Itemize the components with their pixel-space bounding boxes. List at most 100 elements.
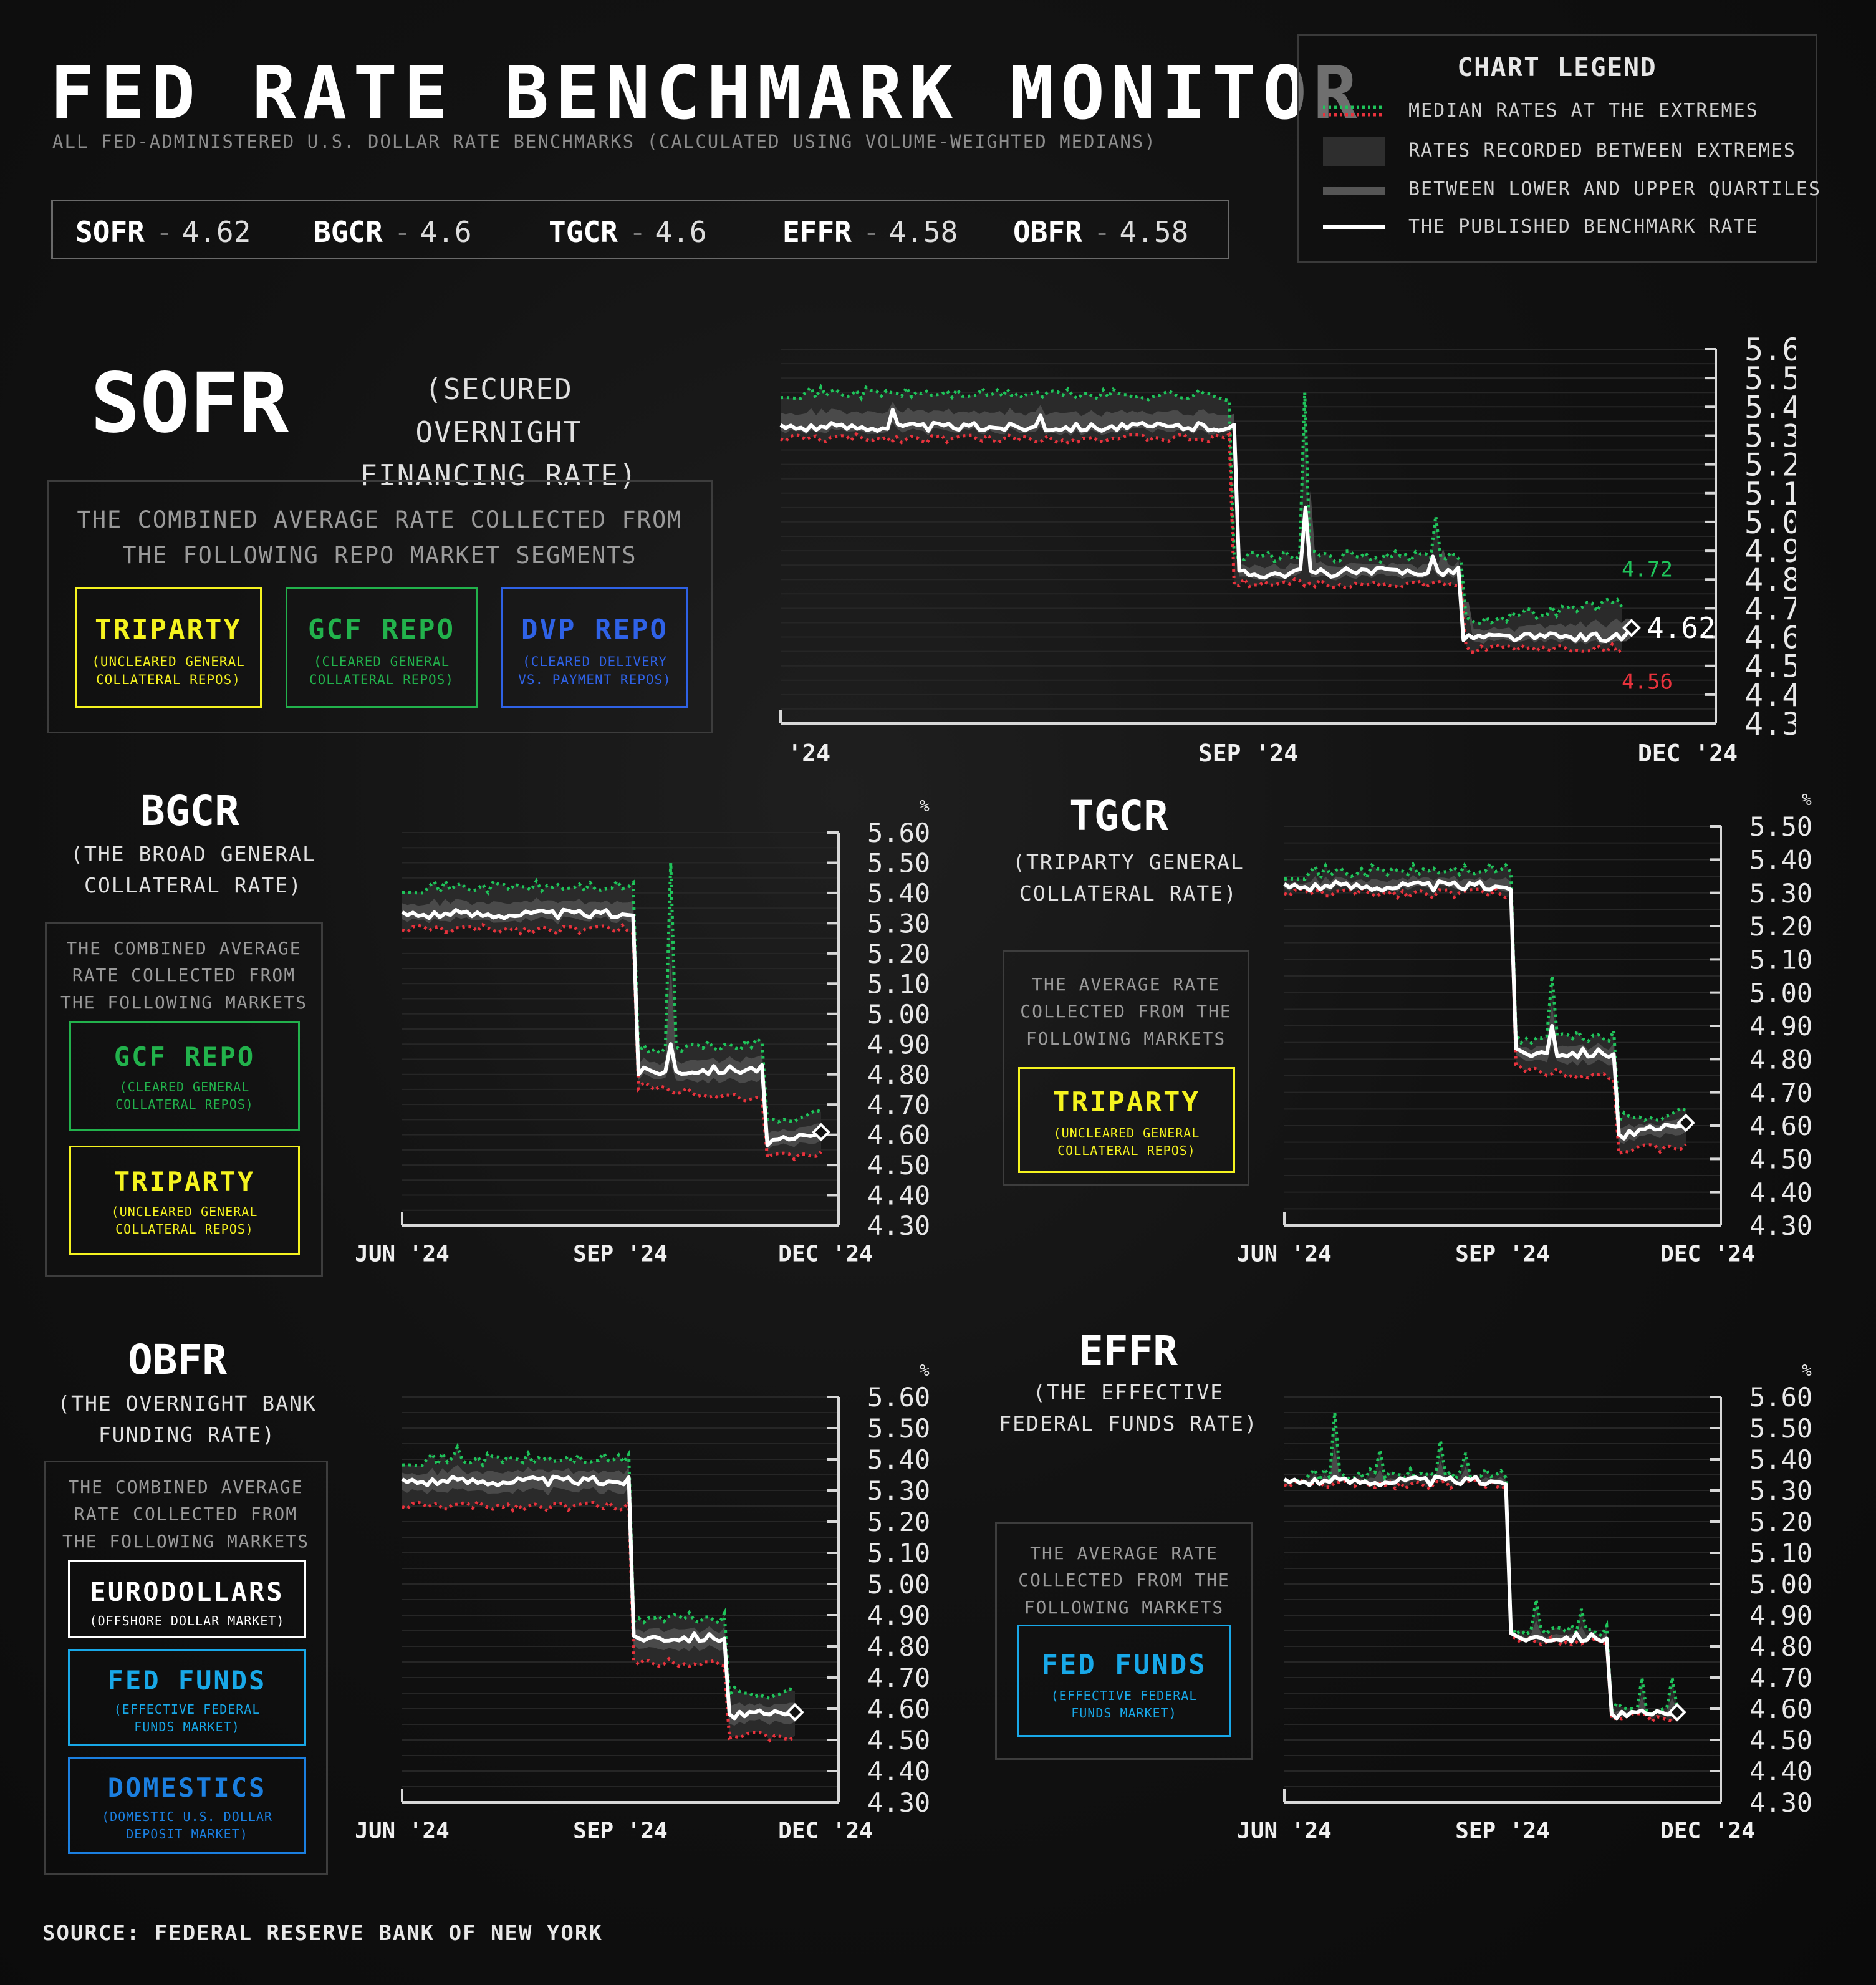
y-tick-label: 5.40 [1749, 1444, 1812, 1475]
y-tick-label: 4.40 [1744, 677, 1796, 713]
rate-ticker: SOFR -4.62 BGCR -4.6 TGCR -4.6 EFFR -4.58 OB… [51, 200, 1229, 259]
y-tick-label: 4.30 [1749, 1787, 1812, 1818]
y-tick-label: 5.20 [1744, 447, 1796, 483]
lower-extreme-line [780, 431, 1623, 655]
y-unit-label: % [920, 797, 930, 816]
published-rate-line [401, 907, 822, 1147]
last-value-marker [812, 1123, 830, 1142]
segment-fed-funds: FED FUNDS (EFFECTIVE FEDERAL FUNDS MARKE… [1017, 1625, 1231, 1737]
y-tick-label: 4.40 [867, 1756, 930, 1787]
y-tick-label: 5.10 [1749, 1538, 1812, 1568]
last-value-marker [1676, 1113, 1695, 1133]
sofr-components-box: THE COMBINED AVERAGE RATE COLLECTED FROM… [47, 480, 713, 733]
y-tick-label: 5.00 [1744, 505, 1796, 541]
upper-extreme-line [402, 862, 822, 1124]
y-tick-label: 4.30 [1749, 1210, 1812, 1241]
tgcr-chart: 5.505.405.305.205.105.004.904.804.704.60… [1237, 791, 1812, 1267]
obfr-components-box: THE COMBINED AVERAGE RATE COLLECTED FROM T… [44, 1461, 328, 1875]
effr-title: EFFR [1079, 1327, 1178, 1375]
y-tick-label: 4.50 [1744, 649, 1796, 685]
y-tick-label: 5.50 [867, 848, 930, 879]
y-tick-label: 5.60 [1744, 332, 1796, 368]
y-tick-label: 5.10 [1749, 944, 1812, 975]
lower-extreme-line [1284, 886, 1687, 1156]
obfr-title: OBFR [128, 1336, 227, 1384]
x-tick-label: JUN '24 [1237, 1818, 1332, 1844]
x-tick-label: SEP '24 [1455, 1242, 1550, 1267]
segment-triparty: TRIPARTY (UNCLEARED GENERAL COLLATERAL R… [1018, 1067, 1235, 1173]
upper-extreme-line [402, 1442, 796, 1701]
x-tick-label: DEC '24 [778, 1242, 873, 1267]
y-tick-label: 4.80 [867, 1060, 930, 1090]
x-tick-label: DEC '24 [778, 1818, 873, 1844]
quartile-band [781, 402, 1632, 645]
segment-domestics: DOMESTICS (DOMESTIC U.S. DOLLAR DEPOSIT … [68, 1757, 306, 1854]
legend-item-published: THE PUBLISHED BENCHMARK RATE [1320, 210, 1806, 244]
y-tick-label: 5.00 [1749, 978, 1812, 1008]
y-tick-label: 5.20 [1749, 1507, 1812, 1537]
legend-item-extremes: MEDIAN RATES AT THE EXTREMES [1320, 94, 1806, 128]
tgcr-components-box: THE AVERAGE RATE COLLECTED FROM THE FOLLOW… [1003, 950, 1249, 1186]
quartile-band [402, 1465, 795, 1726]
y-tick-label: 5.60 [867, 1382, 930, 1413]
lower-last-label: 4.56 [1622, 670, 1673, 695]
y-tick-label: 5.40 [867, 1444, 930, 1475]
y-tick-label: 4.40 [1749, 1756, 1812, 1787]
y-tick-label: 5.50 [867, 1413, 930, 1444]
extremes-band [402, 862, 821, 1160]
legend-item-between: RATES RECORDED BETWEEN EXTREMES [1320, 133, 1806, 168]
y-tick-label: 5.30 [1749, 878, 1812, 909]
sofr-title: SOFR [90, 355, 289, 452]
upper-extreme-line [780, 384, 1624, 625]
chart-legend: CHART LEGEND MEDIAN RATES AT THE EXTREME… [1297, 34, 1820, 263]
y-tick-label: 4.30 [867, 1210, 930, 1241]
y-tick-label: 4.30 [867, 1787, 930, 1818]
segment-dvp-repo: DVP REPO (CLEARED DELIVERY VS. PAYMENT R… [501, 587, 688, 708]
bgcr-full-name: (THE BROAD GENERAL COLLATERAL RATE) [70, 842, 316, 897]
lower-extreme-line [1284, 1477, 1678, 1724]
y-unit-label: % [1802, 791, 1812, 809]
y-tick-label: 4.60 [1749, 1694, 1812, 1724]
y-unit-label: % [1802, 1361, 1812, 1380]
y-tick-label: 4.90 [1749, 1600, 1812, 1631]
y-tick-label: 5.40 [1749, 844, 1812, 875]
y-tick-label: 4.80 [1749, 1631, 1812, 1662]
y-tick-label: 5.60 [1749, 1382, 1812, 1413]
y-tick-label: 4.70 [1744, 591, 1796, 627]
y-tick-label: 5.30 [1744, 418, 1796, 454]
ticker-obfr: OBFR -4.58 [1013, 215, 1189, 249]
y-tick-label: 4.80 [867, 1631, 930, 1662]
y-tick-label: 5.50 [1749, 1413, 1812, 1444]
published-rate-line [1283, 879, 1687, 1141]
x-tick-label: SEP '24 [1455, 1818, 1550, 1844]
y-tick-label: 5.30 [867, 1475, 930, 1506]
y-tick-label: 4.80 [1749, 1044, 1812, 1075]
y-tick-label: 5.00 [867, 1569, 930, 1600]
segment-gcf-repo: GCF REPO (CLEARED GENERAL COLLATERAL REP… [69, 1021, 300, 1131]
y-tick-label: 5.10 [1744, 476, 1796, 512]
x-tick-label: SEP '24 [573, 1818, 668, 1844]
y-tick-label: 5.30 [1749, 1475, 1812, 1506]
upper-extreme-line [1284, 860, 1686, 1128]
y-tick-label: 4.60 [867, 1694, 930, 1724]
page-subtitle: ALL FED-ADMINISTERED U.S. DOLLAR RATE BE… [52, 131, 1157, 152]
segment-triparty: TRIPARTY (UNCLEARED GENERAL COLLATERAL R… [69, 1146, 300, 1255]
y-tick-label: 5.50 [1749, 811, 1812, 842]
x-tick-label: DEC '24 [1638, 740, 1738, 767]
x-tick-label: JUN '24 [1237, 1242, 1332, 1267]
effr-components-box: THE AVERAGE RATE COLLECTED FROM THE FOLLOW… [995, 1522, 1253, 1760]
y-tick-label: 4.40 [1749, 1177, 1812, 1208]
bgcr-chart: 5.605.505.405.305.205.105.004.904.804.70… [355, 797, 930, 1267]
tgcr-title: TGCR [1069, 792, 1168, 840]
legend-title: CHART LEGEND [1457, 52, 1657, 82]
tgcr-full-name: (TRIPARTY GENERAL COLLATERAL RATE) [1013, 850, 1244, 906]
sofr-full-name: (SECURED OVERNIGHT FINANCING RATE) [360, 372, 638, 492]
sofr-chart: 5.605.505.405.305.205.105.004.904.804.70… [773, 332, 1796, 767]
published-rate-line [1283, 1474, 1678, 1721]
bgcr-components-box: THE COMBINED AVERAGE RATE COLLECTED FROM T… [45, 922, 323, 1277]
sofr-components-desc: THE COMBINED AVERAGE RATE COLLECTED FROM… [77, 506, 683, 569]
x-tick-label: JUN '24 [355, 1242, 450, 1267]
ticker-sofr: SOFR -4.62 [75, 215, 251, 249]
y-tick-label: 5.20 [1749, 911, 1812, 942]
last-value-marker [786, 1702, 804, 1722]
